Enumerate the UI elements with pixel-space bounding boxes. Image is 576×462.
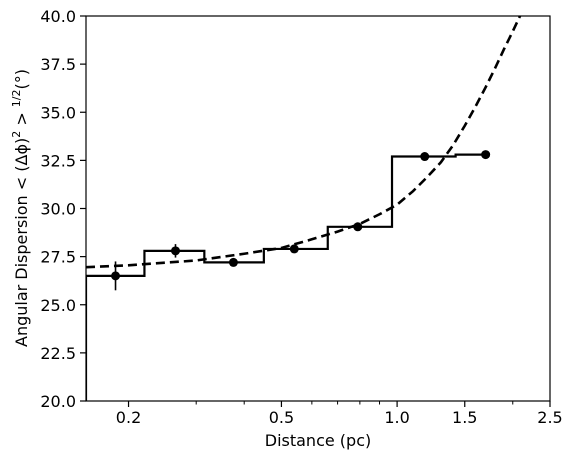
y-axis-label-square: 2: [10, 131, 23, 138]
y-tick-label: 35.0: [40, 103, 76, 122]
y-axis: 20.0 22.5 25.0 27.5 30.0 32.5 35.0 37.5 40.0: [40, 7, 86, 411]
y-tick-label: 27.5: [40, 248, 76, 267]
plot-frame: [85, 15, 551, 402]
x-axis: 0.2 0.5 1.0 1.5 2.5: [116, 401, 563, 427]
step-line: [86, 153, 486, 401]
y-tick-label: 32.5: [40, 151, 76, 170]
x-axis-label: Distance (pc): [265, 431, 371, 450]
x-tick-label: 0.5: [269, 408, 294, 427]
y-tick-label: 30.0: [40, 200, 76, 219]
y-axis-label-unit: (°): [12, 69, 31, 89]
x-tick-label: 1.0: [384, 408, 409, 427]
y-tick-label: 37.5: [40, 55, 76, 74]
y-axis-label-mid: >: [12, 107, 31, 131]
y-axis-label: Angular Dispersion < (Δϕ)2 > 1/2(°): [10, 69, 31, 347]
x-tick-label: 0.2: [116, 408, 141, 427]
y-tick-label: 22.5: [40, 344, 76, 363]
plot-content: [86, 16, 522, 401]
y-tick-label: 40.0: [40, 7, 76, 26]
x-tick-label: 1.5: [452, 408, 477, 427]
data-point: [170, 246, 180, 256]
y-tick-label: 20.0: [40, 392, 76, 411]
x-tick-label: 2.5: [537, 408, 562, 427]
y-axis-label-exponent: 1/2: [10, 89, 23, 107]
data-point: [420, 152, 430, 162]
y-axis-label-main: Angular Dispersion < (Δϕ): [12, 138, 31, 347]
y-tick-label: 25.0: [40, 296, 76, 315]
data-point: [289, 244, 299, 254]
fit-curve: [86, 16, 522, 269]
data-point: [228, 257, 238, 267]
data-point: [481, 150, 491, 160]
data-point: [111, 271, 121, 281]
data-point: [353, 222, 363, 232]
